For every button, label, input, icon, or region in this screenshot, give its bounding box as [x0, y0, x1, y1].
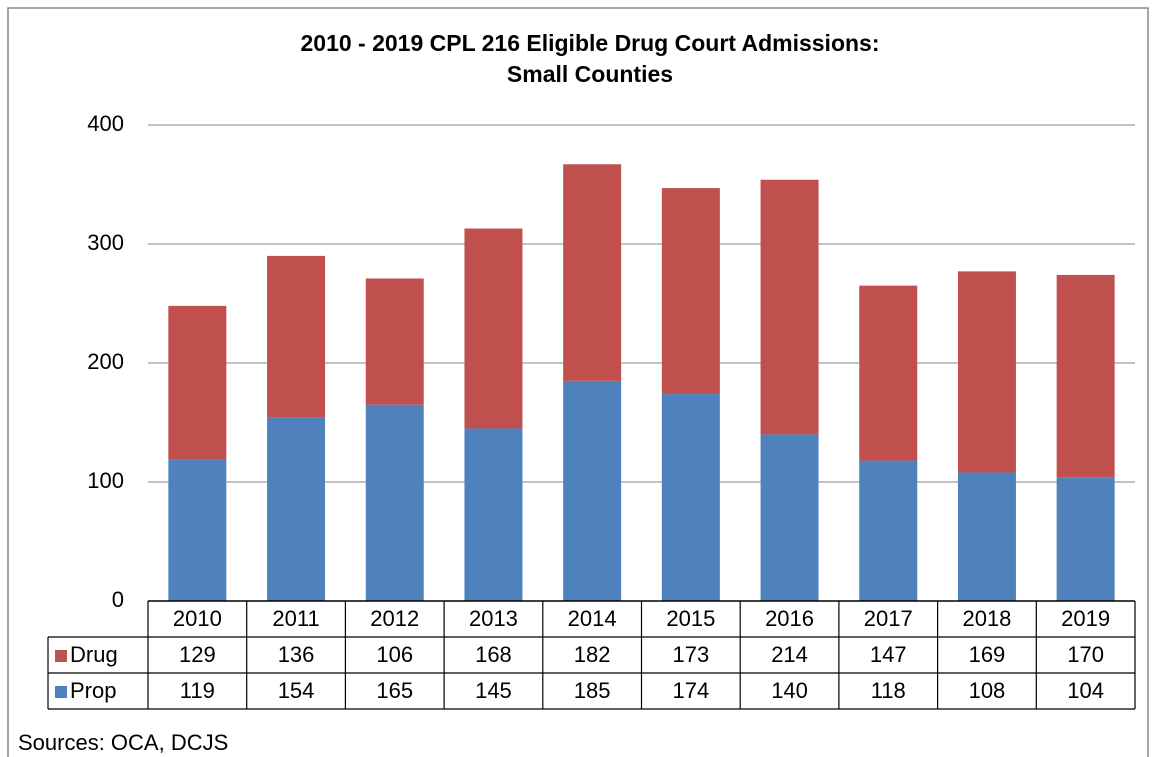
- table-value: 169: [969, 642, 1006, 667]
- table-value: 168: [475, 642, 512, 667]
- x-tick-label: 2014: [568, 606, 617, 631]
- bar: [267, 255, 326, 418]
- table-value: 147: [870, 642, 907, 667]
- table-value: 129: [179, 642, 216, 667]
- legend-label: Drug: [70, 642, 118, 667]
- bar: [563, 164, 622, 381]
- bar: [168, 459, 227, 601]
- y-tick-label: 200: [87, 349, 124, 374]
- x-tick-label: 2017: [864, 606, 913, 631]
- table-value: 145: [475, 678, 512, 703]
- bar: [859, 285, 918, 461]
- chart-border: [7, 7, 1149, 757]
- table-value: 106: [376, 642, 413, 667]
- y-tick-label: 0: [112, 587, 124, 612]
- bar: [760, 434, 819, 601]
- bar: [563, 380, 622, 601]
- table-value: 173: [672, 642, 709, 667]
- legend-swatch: [55, 686, 67, 698]
- y-tick-label: 300: [87, 230, 124, 255]
- bar: [1056, 274, 1115, 478]
- legend-label: Prop: [70, 678, 116, 703]
- bar: [168, 305, 227, 460]
- x-tick-label: 2012: [370, 606, 419, 631]
- chart-title: 2010 - 2019 CPL 216 Eligible Drug Court …: [300, 30, 879, 56]
- y-tick-label: 400: [87, 111, 124, 136]
- x-tick-label: 2011: [272, 606, 319, 631]
- chart-title: Small Counties: [507, 61, 673, 87]
- bar: [365, 278, 424, 405]
- table-value: 108: [969, 678, 1006, 703]
- bar: [267, 417, 326, 601]
- table-value: 154: [278, 678, 315, 703]
- table-value: 118: [871, 678, 906, 703]
- bar: [957, 472, 1016, 601]
- x-tick-label: 2019: [1061, 606, 1110, 631]
- table-value: 174: [672, 678, 709, 703]
- table-value: 136: [278, 642, 315, 667]
- table-value: 104: [1067, 678, 1104, 703]
- table-value: 170: [1067, 642, 1104, 667]
- bar: [661, 188, 720, 394]
- table-value: 119: [180, 678, 215, 703]
- x-tick-label: 2010: [173, 606, 222, 631]
- table-value: 185: [574, 678, 611, 703]
- source-note: Sources: OCA, DCJS: [18, 730, 228, 755]
- bar: [365, 404, 424, 601]
- x-tick-label: 2013: [469, 606, 518, 631]
- bar: [464, 428, 523, 601]
- table-value: 182: [574, 642, 611, 667]
- bar: [1056, 477, 1115, 601]
- bar: [859, 460, 918, 601]
- table-value: 140: [771, 678, 808, 703]
- y-tick-label: 100: [87, 468, 124, 493]
- x-tick-label: 2015: [666, 606, 715, 631]
- bar: [957, 271, 1016, 473]
- table-value: 214: [771, 642, 808, 667]
- bar: [661, 393, 720, 601]
- bar: [760, 179, 819, 435]
- x-tick-label: 2018: [962, 606, 1011, 631]
- legend-swatch: [55, 650, 67, 662]
- bar: [464, 228, 523, 429]
- table-value: 165: [376, 678, 413, 703]
- x-tick-label: 2016: [765, 606, 814, 631]
